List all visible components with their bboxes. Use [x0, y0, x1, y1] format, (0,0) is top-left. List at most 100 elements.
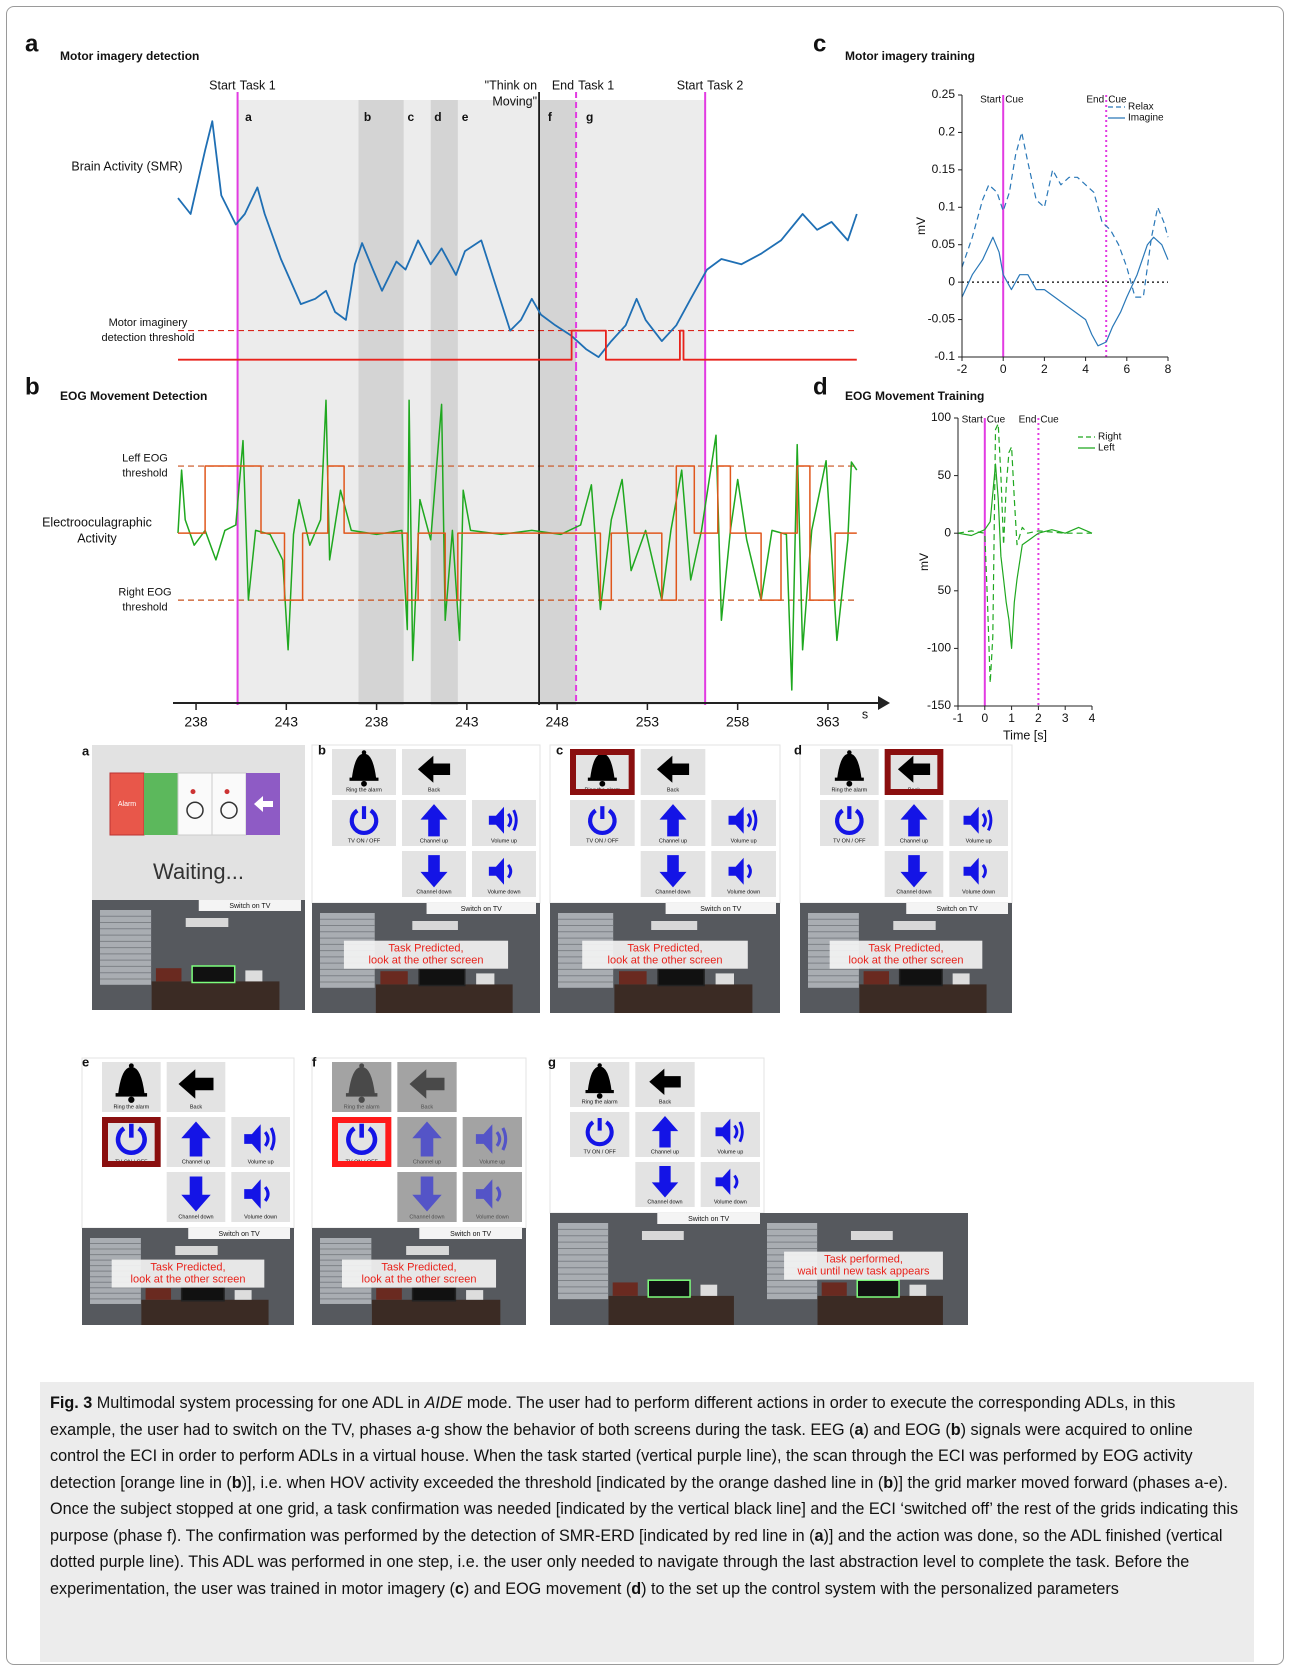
button-icon	[412, 1176, 442, 1212]
speaker-wave	[263, 1186, 270, 1202]
button-icon	[488, 806, 518, 834]
phase-band	[358, 365, 404, 705]
scene-message: Task Predicted,	[388, 943, 463, 955]
speaker-icon	[715, 1118, 731, 1146]
bell-icon	[846, 780, 853, 787]
bell-icon	[349, 777, 379, 781]
scene-ac	[641, 1231, 684, 1240]
scene-message-box	[343, 940, 509, 969]
button-label: TV ON / OFF	[583, 1149, 616, 1155]
speaker-icon	[488, 806, 504, 834]
speaker-wave	[987, 809, 993, 832]
button-icon	[651, 1166, 679, 1198]
bell-icon	[596, 1093, 603, 1099]
button-label: Ring the alarm	[831, 787, 867, 793]
screen-label: b	[318, 742, 326, 757]
caption-text: AIDE	[424, 1394, 463, 1412]
speaker-wave	[746, 813, 752, 828]
scene-message: look at the other screen	[131, 1273, 246, 1285]
panel-letter: b	[25, 373, 40, 400]
button-icon	[585, 1063, 614, 1099]
arrow-icon	[651, 1116, 679, 1148]
power-icon	[835, 808, 864, 835]
tile	[211, 772, 247, 836]
caption: Fig. 3 Multimodal system processing for …	[40, 1382, 1254, 1662]
threshold-label: threshold	[122, 467, 167, 479]
speaker-icon	[244, 1179, 261, 1209]
button-icon	[349, 806, 379, 835]
scene-title-bar	[426, 903, 536, 914]
caption-text: b	[231, 1473, 242, 1492]
arrow-icon	[659, 804, 687, 837]
x-tick-label: 253	[636, 714, 660, 730]
power-icon	[346, 1126, 378, 1155]
button-label: Volume down	[714, 1199, 747, 1205]
scene-message: wait until new task appears	[796, 1266, 930, 1278]
button-icon	[412, 1121, 442, 1157]
power-icon	[585, 1120, 614, 1147]
tile-label: Alarm	[118, 801, 136, 808]
scene-title: Switch on TV	[688, 1216, 729, 1223]
button-label: Channel up	[413, 1159, 441, 1165]
button-icon	[656, 755, 690, 783]
arrow-icon	[420, 855, 448, 888]
y-tick-label: 0	[948, 274, 955, 288]
waiting-text: Waiting...	[153, 859, 244, 884]
scene-title: Switch on TV	[700, 906, 741, 913]
button-icon	[488, 857, 513, 885]
arrow-icon	[900, 855, 928, 888]
button-label: Volume down	[476, 1214, 509, 1220]
button-label: Back	[667, 787, 679, 793]
bell-icon	[128, 1096, 135, 1103]
bell-icon	[834, 777, 864, 781]
speaker-icon	[475, 1124, 493, 1154]
scene-desk	[375, 984, 513, 1013]
button-label: Ring the alarm	[346, 787, 382, 793]
bell-icon	[587, 777, 617, 781]
phase-band	[237, 100, 706, 365]
x-tick-label: 363	[816, 714, 840, 730]
speaker-wave	[501, 1127, 508, 1151]
screen-label: e	[82, 1054, 89, 1069]
bell-icon	[359, 1063, 365, 1069]
x-tick-label: 4	[1082, 362, 1089, 376]
figure-frame	[6, 6, 1284, 1665]
panel-letter: d	[813, 373, 828, 400]
event-label: Start	[962, 415, 983, 426]
arrow-icon	[181, 1121, 211, 1157]
speaker-wave	[746, 864, 752, 879]
phase-band	[358, 100, 404, 365]
button-label: Volume up	[731, 838, 757, 844]
phase-label: d	[434, 110, 441, 124]
scene-message-box	[582, 940, 748, 969]
caption-text: Multimodal system processing for one ADL…	[92, 1394, 425, 1412]
event-label: Cue	[1108, 95, 1127, 106]
threshold-label: Motor imaginery	[109, 317, 188, 329]
speaker-wave	[981, 864, 987, 879]
button-icon	[181, 1121, 211, 1157]
chart-title: Motor imagery training	[845, 49, 975, 63]
phase-label: a	[245, 110, 252, 124]
caption-label: Fig. 3	[50, 1394, 93, 1412]
screen-label: a	[82, 743, 90, 758]
x-tick-label: 258	[726, 714, 750, 730]
event-label: Start	[980, 95, 1001, 106]
caption-text: )] and the action was done, so the ADL f…	[50, 1526, 1223, 1598]
phase-band	[539, 365, 577, 705]
y-axis-label: mV	[917, 553, 931, 571]
caption-text: )] the grid marker moved forward (phases…	[50, 1473, 1239, 1545]
threshold-label: threshold	[122, 602, 167, 614]
button-label: Volume down	[487, 889, 520, 895]
y-tick-label: 0.15	[932, 162, 956, 176]
figure: a Motor imagery detection Motor imaginery d…	[25, 30, 1172, 1325]
button-label: Volume up	[479, 1159, 505, 1165]
scene-tv	[657, 968, 705, 987]
scene-device	[466, 1290, 484, 1300]
bell-icon	[599, 780, 606, 787]
y-tick-label: 0.05	[932, 237, 956, 251]
event-label: Task 1	[578, 78, 614, 92]
event-label: "Think on	[485, 78, 537, 92]
speaker-wave	[495, 1131, 502, 1147]
speaker-wave	[263, 1131, 270, 1147]
bell-icon	[847, 750, 852, 755]
